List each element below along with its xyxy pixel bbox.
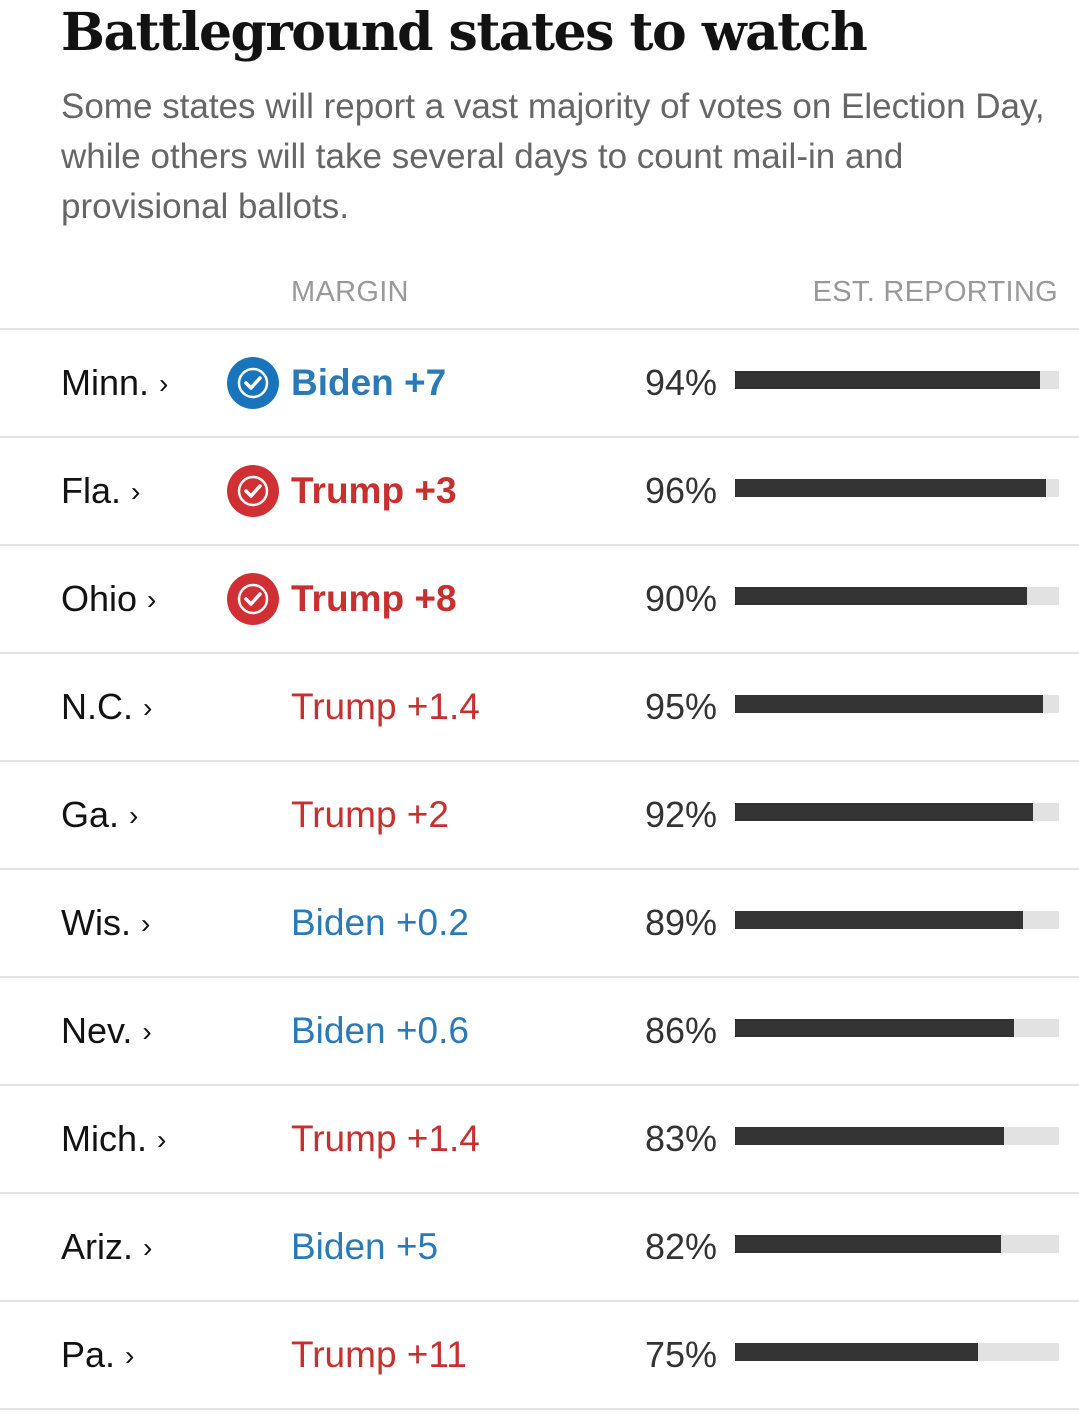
reporting-bar [735, 479, 1059, 497]
state-link[interactable]: N.C. › [61, 654, 152, 763]
reporting-bar-fill [735, 479, 1047, 497]
margin-value: Trump +11 [291, 1334, 467, 1375]
reporting-bar [735, 371, 1059, 389]
state-link[interactable]: Pa. › [61, 1302, 134, 1411]
reporting-bar-fill [735, 1343, 978, 1361]
margin-column-header: MARGIN [291, 276, 409, 308]
state-name: Nev. [61, 1010, 133, 1051]
reporting-percent: 95% [644, 686, 717, 727]
state-link[interactable]: Nev. › [61, 978, 152, 1087]
checkmark-icon [227, 465, 279, 517]
chevron-right-icon: › [140, 908, 151, 939]
reporting-percent: 83% [644, 1118, 717, 1159]
margin-value: Trump +2 [291, 794, 449, 835]
margin-value: Biden +0.6 [291, 1010, 469, 1051]
state-link[interactable]: Minn. › [61, 330, 168, 439]
state-row-nev[interactable]: Nev. › Biden +0.6 86% [0, 978, 1079, 1086]
reporting-bar-fill [735, 1235, 1001, 1253]
reporting-percent: 75% [644, 1334, 717, 1375]
chevron-right-icon: › [131, 476, 141, 507]
reporting-bar-fill [735, 911, 1024, 929]
state-name: Pa. [61, 1334, 116, 1375]
state-row-fla[interactable]: Fla. › Trump +3 96% [0, 438, 1079, 546]
page-title: Battleground states to watch [61, 2, 868, 63]
state-row-pa[interactable]: Pa. › Trump +11 75% [0, 1302, 1079, 1410]
state-name: Ariz. [61, 1226, 133, 1267]
state-name: Fla. [61, 470, 122, 511]
state-name: Minn. [61, 362, 150, 403]
checkmark-icon [227, 357, 279, 409]
chevron-right-icon: › [159, 368, 169, 399]
reporting-percent: 92% [644, 794, 717, 835]
reporting-bar [735, 587, 1059, 605]
reporting-percent: 86% [644, 1010, 717, 1051]
reporting-bar-fill [735, 371, 1040, 389]
margin-value: Trump +3 [291, 470, 457, 511]
state-row-ga[interactable]: Ga. › Trump +2 92% [0, 762, 1079, 870]
chevron-right-icon: › [143, 1232, 153, 1263]
margin-value: Trump +8 [291, 578, 457, 619]
state-name: N.C. [61, 686, 133, 727]
state-row-ohio[interactable]: Ohio › Trump +8 90% [0, 546, 1079, 654]
reporting-bar [735, 803, 1059, 821]
margin-value: Trump +1.4 [291, 686, 480, 727]
state-link[interactable]: Mich. › [61, 1086, 166, 1195]
chevron-right-icon: › [143, 692, 153, 723]
chevron-right-icon: › [142, 1016, 152, 1047]
state-row-minn[interactable]: Minn. › Biden +7 94% [0, 330, 1079, 438]
state-name: Wis. [61, 902, 131, 943]
reporting-bar-fill [735, 1127, 1004, 1145]
reporting-percent: 96% [644, 470, 717, 511]
margin-value: Biden +0.2 [291, 902, 469, 943]
checkmark-icon [227, 573, 279, 625]
reporting-bar [735, 1235, 1059, 1253]
chevron-right-icon: › [147, 584, 157, 615]
state-row-mich[interactable]: Mich. › Trump +1.4 83% [0, 1086, 1079, 1194]
state-name: Ga. [61, 794, 120, 835]
margin-value: Trump +1.4 [291, 1118, 480, 1159]
state-row-ariz[interactable]: Ariz. › Biden +5 82% [0, 1194, 1079, 1302]
state-link[interactable]: Wis. › [61, 870, 150, 979]
margin-value: Biden +5 [291, 1226, 439, 1267]
reporting-percent: 90% [644, 578, 717, 619]
reporting-column-header: EST. REPORTING [812, 276, 1058, 308]
reporting-bar [735, 1127, 1059, 1145]
chevron-right-icon: › [125, 1340, 135, 1371]
chevron-right-icon: › [129, 800, 139, 831]
state-link[interactable]: Ariz. › [61, 1194, 152, 1303]
state-link[interactable]: Ohio › [61, 546, 156, 655]
reporting-percent: 94% [644, 362, 717, 403]
chevron-right-icon: › [157, 1124, 167, 1155]
state-row-nc[interactable]: N.C. › Trump +1.4 95% [0, 654, 1079, 762]
reporting-percent: 82% [644, 1226, 717, 1267]
state-row-wis[interactable]: Wis. › Biden +0.2 89% [0, 870, 1079, 978]
reporting-bar [735, 695, 1059, 713]
results-table: Minn. › Biden +7 94% Fla. › Trump +3 96% Ohio › Tr… [0, 328, 1079, 1410]
reporting-bar-fill [735, 803, 1034, 821]
reporting-bar-fill [735, 1019, 1014, 1037]
reporting-bar [735, 1019, 1059, 1037]
reporting-bar [735, 911, 1059, 929]
state-link[interactable]: Fla. › [61, 438, 140, 547]
reporting-percent: 89% [644, 902, 717, 943]
page-subtitle: Some states will report a vast majority … [61, 87, 1045, 226]
margin-value: Biden +7 [291, 362, 447, 403]
state-name: Mich. [61, 1118, 148, 1159]
state-link[interactable]: Ga. › [61, 762, 138, 871]
reporting-bar-fill [735, 587, 1027, 605]
reporting-bar [735, 1343, 1059, 1361]
state-name: Ohio [61, 578, 138, 619]
reporting-bar-fill [735, 695, 1043, 713]
